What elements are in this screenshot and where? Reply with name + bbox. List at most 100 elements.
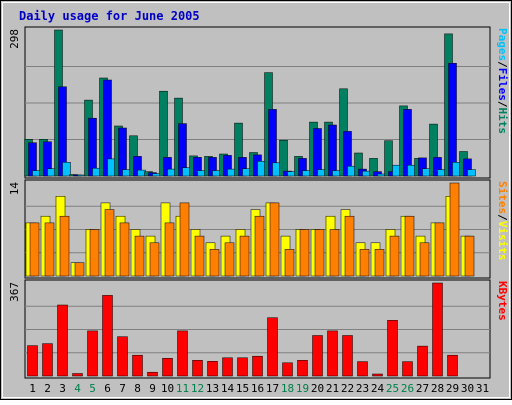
x-tick-label: 20: [311, 382, 324, 395]
bar-sites-day-14: [224, 242, 235, 277]
bar-kbytes-day-12: [192, 360, 203, 377]
panel-visits-sites: 14 Sites/Visits: [8, 179, 509, 279]
panel-kbytes: 367 KBytes: [8, 279, 509, 379]
bar-sites-day-25: [389, 235, 400, 277]
x-tick-label: 27: [416, 382, 429, 395]
legend-entry: Pages: [496, 28, 509, 61]
bar-sites-day-2: [44, 222, 55, 277]
bar-kbytes-day-20: [312, 335, 323, 377]
panel-hits-files-pages: 298 Pages/Files/Hits: [8, 26, 509, 179]
x-tick-label: 7: [119, 382, 126, 395]
bar-files-day-29: [448, 63, 457, 177]
bar-sites-day-13: [209, 249, 220, 277]
bar-sites-day-28: [434, 222, 445, 277]
x-tick-label: 26: [401, 382, 414, 395]
bar-kbytes-day-19: [297, 360, 308, 377]
x-tick-label: 29: [446, 382, 459, 395]
x-tick-label: 13: [206, 382, 219, 395]
legend-entry: /: [496, 101, 509, 108]
x-tick-label: 5: [89, 382, 96, 395]
x-tick-label: 21: [326, 382, 339, 395]
bar-kbytes-day-27: [417, 345, 428, 377]
legend-entry: Files: [496, 68, 509, 101]
bar-kbytes-day-5: [87, 330, 98, 377]
x-tick-label: 4: [74, 382, 81, 395]
bar-kbytes-day-16: [252, 355, 263, 377]
legend-entry: Hits: [496, 108, 509, 135]
x-tick-label: 23: [356, 382, 369, 395]
bar-kbytes-day-8: [132, 354, 143, 377]
bar-sites-day-3: [59, 215, 70, 277]
x-tick-label: 12: [191, 382, 204, 395]
bar-kbytes-day-9: [147, 371, 158, 377]
bar-files-day-20: [313, 128, 322, 177]
bar-kbytes-day-7: [117, 336, 128, 377]
x-tick-label: 2: [44, 382, 51, 395]
bar-sites-day-16: [254, 215, 265, 277]
bar-kbytes-day-28: [432, 282, 443, 377]
x-tick-label: 6: [104, 382, 111, 395]
bar-kbytes-day-3: [57, 304, 68, 377]
bar-sites-day-1: [29, 222, 40, 277]
bar-sites-day-15: [239, 235, 250, 277]
bar-sites-day-9: [149, 242, 160, 277]
x-tick-label: 3: [59, 382, 66, 395]
bar-sites-day-4: [74, 262, 85, 277]
bar-kbytes-day-18: [282, 362, 293, 377]
x-tick-label: 24: [371, 382, 385, 395]
legend-entry: KBytes: [496, 281, 509, 321]
bar-sites-day-17: [269, 202, 280, 277]
y-max-label: 14: [8, 182, 21, 196]
bar-kbytes-day-2: [42, 343, 53, 377]
bar-sites-day-7: [119, 222, 130, 277]
bar-sites-day-18: [284, 249, 295, 277]
bar-sites-day-24: [374, 249, 385, 277]
legend-entry: /: [496, 214, 509, 221]
bar-kbytes-day-23: [357, 361, 368, 377]
bar-sites-day-22: [344, 215, 355, 277]
x-tick-label: 28: [431, 382, 444, 395]
bar-kbytes-day-26: [402, 361, 413, 377]
bar-sites-day-21: [329, 229, 340, 277]
bar-kbytes-day-10: [162, 358, 173, 377]
chart-title: Daily usage for June 2005: [19, 9, 200, 23]
bar-sites-day-10: [164, 222, 175, 277]
bar-sites-day-26: [404, 215, 415, 277]
bar-sites-day-29: [449, 182, 460, 277]
y-max-label: 367: [8, 282, 21, 302]
bar-sites-day-5: [89, 229, 100, 277]
bar-kbytes-day-13: [207, 361, 218, 377]
bar-kbytes-day-4: [72, 373, 83, 377]
bar-kbytes-day-29: [447, 354, 458, 377]
x-tick-label: 30: [461, 382, 474, 395]
legend-entry: /: [496, 61, 509, 68]
x-tick-label: 9: [149, 382, 156, 395]
bar-kbytes-day-21: [327, 330, 338, 377]
legend: Sites/Visits: [496, 181, 509, 261]
x-tick-label: 11: [176, 382, 189, 395]
bar-kbytes-day-11: [177, 330, 188, 377]
y-max-label: 298: [8, 29, 21, 49]
x-tick-label: 8: [134, 382, 141, 395]
legend: KBytes: [496, 281, 509, 321]
bar-sites-day-6: [104, 209, 115, 277]
x-tick-label: 15: [236, 382, 249, 395]
bar-pages-day-3: [62, 162, 71, 177]
x-tick-label: 22: [341, 382, 354, 395]
bar-sites-day-11: [179, 202, 190, 277]
bar-kbytes-day-25: [387, 320, 398, 377]
legend: Pages/Files/Hits: [496, 28, 509, 134]
bar-sites-day-23: [359, 249, 370, 277]
x-tick-label: 14: [221, 382, 235, 395]
x-tick-label: 31: [476, 382, 489, 395]
bar-files-day-21: [328, 124, 337, 177]
bar-hits-day-18: [279, 139, 288, 177]
legend-entry: Sites: [496, 181, 509, 214]
x-tick-label: 16: [251, 382, 264, 395]
x-tick-label: 17: [266, 382, 279, 395]
bar-sites-day-8: [134, 235, 145, 277]
bar-sites-day-20: [314, 229, 325, 277]
bar-pages-day-30: [467, 169, 476, 177]
